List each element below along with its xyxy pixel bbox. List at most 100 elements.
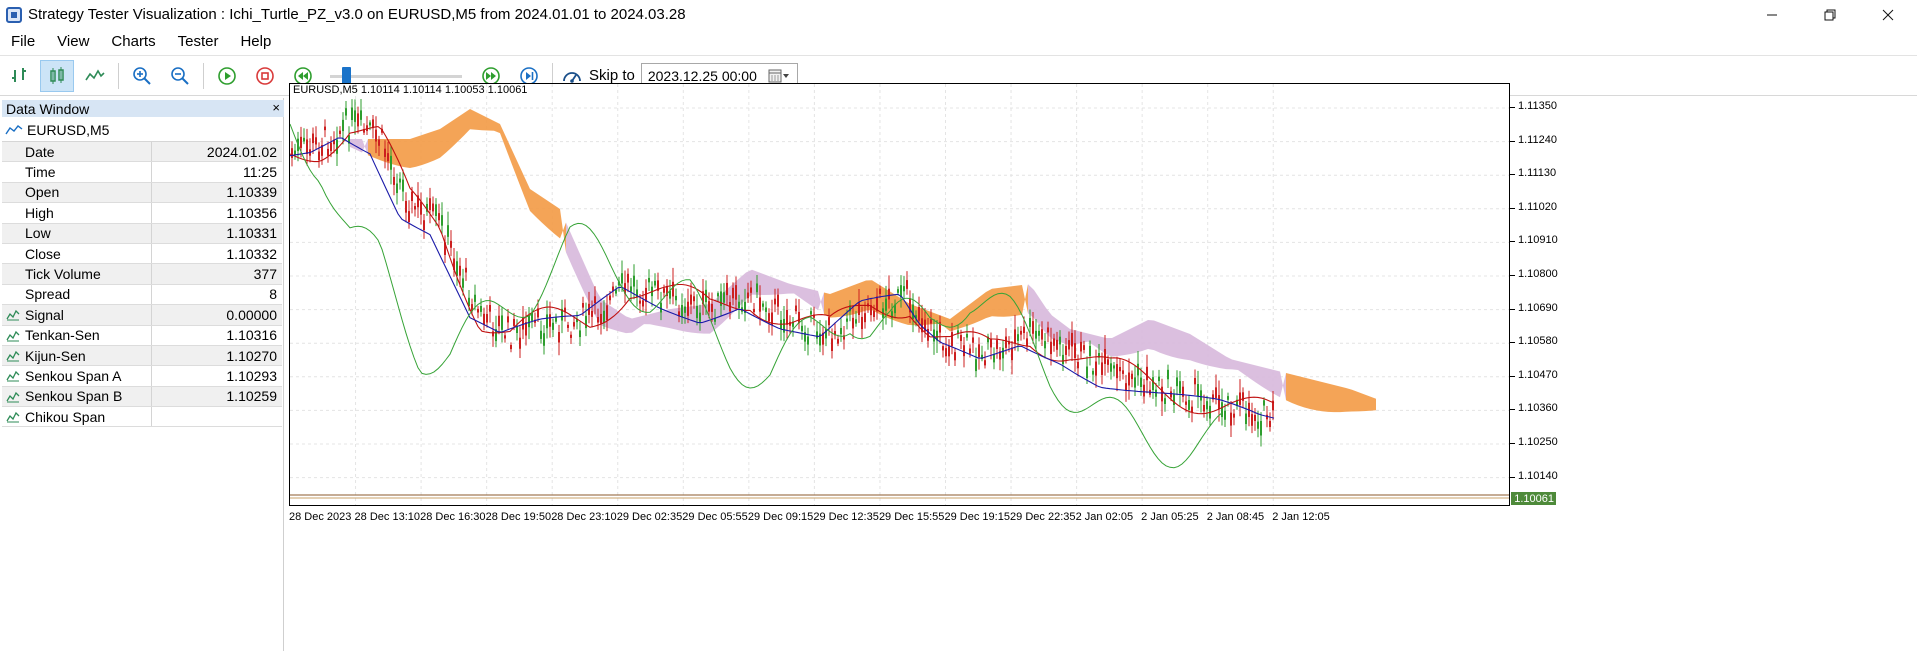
calendar-dropdown-button[interactable] — [767, 68, 793, 85]
ichimoku-cloud-segment — [644, 314, 650, 325]
ichimoku-cloud-segment — [758, 272, 764, 295]
toolbar-separator — [203, 62, 204, 89]
indicator-icon — [6, 350, 20, 362]
candle-body — [453, 258, 455, 270]
row-value: 1.10293 — [226, 367, 277, 384]
candle-body — [939, 321, 941, 333]
candle-body — [681, 304, 683, 318]
close-button[interactable] — [1859, 0, 1917, 29]
candle-body — [693, 296, 695, 302]
data-window-close-button[interactable]: × — [272, 100, 280, 115]
ichimoku-cloud-segment — [1106, 338, 1112, 357]
candle-body — [1269, 421, 1271, 427]
price-tick — [1510, 140, 1515, 142]
candle-body — [519, 337, 521, 349]
candle-body — [480, 305, 482, 312]
candle-body — [993, 353, 995, 363]
candle-body — [591, 310, 593, 317]
time-label: 29 Dec 05:55 — [682, 511, 748, 523]
ichimoku-cloud-segment — [1370, 396, 1376, 411]
candle-body — [684, 306, 686, 313]
ichimoku-cloud-segment — [620, 312, 626, 334]
candle-body — [1272, 400, 1274, 411]
line-chart-button[interactable] — [78, 60, 112, 92]
candle-body — [822, 332, 824, 345]
candle-body — [1152, 377, 1154, 391]
speed-slider[interactable] — [330, 66, 462, 86]
candle-body — [960, 335, 962, 342]
candle-body — [354, 110, 356, 122]
calendar-icon — [768, 69, 789, 83]
candle-body — [981, 354, 983, 360]
restore-button[interactable] — [1801, 0, 1859, 29]
candle-body — [621, 273, 623, 284]
candle-body — [1227, 396, 1229, 400]
candle-body — [690, 294, 692, 305]
play-button[interactable] — [210, 60, 244, 92]
candle-body — [639, 300, 641, 304]
time-label: 29 Dec 22:35 — [1010, 511, 1076, 523]
menu-view[interactable]: View — [57, 33, 90, 50]
candle-body — [1005, 336, 1007, 348]
candlestick-chart-button[interactable] — [40, 59, 74, 92]
skip-to-label: Skip to — [589, 67, 635, 84]
candle-body — [327, 148, 329, 156]
ichimoku-cloud-segment — [1004, 286, 1010, 317]
candle-body — [531, 312, 533, 321]
ichimoku-cloud-segment — [578, 249, 584, 293]
candle-body — [738, 301, 740, 309]
row-name: Low — [2, 223, 152, 243]
candle-body — [687, 301, 689, 316]
ichimoku-cloud-segment — [1154, 320, 1160, 353]
ichimoku-cloud-segment — [494, 121, 500, 134]
candle-body — [1176, 377, 1178, 387]
candle-body — [1011, 347, 1013, 361]
time-label: 29 Dec 09:15 — [747, 511, 814, 523]
menu-help[interactable]: Help — [240, 33, 272, 50]
candle-body — [1044, 341, 1046, 349]
speed-slider-thumb[interactable] — [342, 66, 352, 85]
ichimoku-cloud-segment — [1118, 332, 1124, 357]
ichimoku-cloud-segment — [410, 137, 416, 169]
stop-button[interactable] — [248, 60, 282, 92]
menu-file[interactable]: File — [11, 33, 36, 50]
price-chart[interactable] — [289, 83, 1510, 506]
candle-body — [300, 136, 302, 148]
menu-tester[interactable]: Tester — [177, 33, 219, 50]
candle-body — [399, 178, 401, 183]
ichimoku-cloud-segment — [446, 121, 452, 153]
zoom-out-button[interactable] — [163, 60, 197, 92]
skip-to-icon-button[interactable] — [559, 60, 585, 92]
table-row: Senkou Span A 1.10293 — [2, 366, 282, 387]
candle-body — [978, 344, 980, 358]
ichimoku-cloud-segment — [1256, 365, 1262, 387]
zoom-in-button[interactable] — [125, 60, 159, 92]
candle-body — [1020, 330, 1022, 335]
candle-body — [1197, 384, 1199, 397]
menu-charts[interactable]: Charts — [111, 33, 156, 50]
candle-body — [918, 307, 920, 321]
candle-body — [1032, 321, 1034, 334]
candle-body — [405, 200, 407, 213]
candle-body — [1191, 406, 1193, 413]
row-name-text: Senkou Span B — [25, 388, 123, 405]
candle-body — [768, 313, 770, 322]
candle-body — [897, 289, 899, 293]
candle-body — [771, 312, 773, 326]
candle-body — [477, 308, 479, 313]
ichimoku-cloud-segment — [1364, 394, 1370, 412]
candle-body — [615, 289, 617, 294]
candle-body — [375, 129, 377, 142]
bar-chart-button[interactable] — [2, 60, 36, 92]
ichimoku-cloud-segment — [1034, 290, 1040, 326]
candle-body — [546, 314, 548, 329]
ichimoku-cloud-segment — [542, 197, 548, 229]
window-controls — [1743, 0, 1917, 29]
minimize-button[interactable] — [1743, 0, 1801, 29]
ichimoku-cloud-segment — [428, 131, 434, 163]
ichimoku-cloud-segment — [1232, 359, 1238, 370]
candle-body — [900, 285, 902, 298]
ichimoku-cloud-segment — [1352, 389, 1358, 412]
candle-body — [1089, 345, 1091, 357]
chikou-span-line — [290, 123, 1223, 469]
